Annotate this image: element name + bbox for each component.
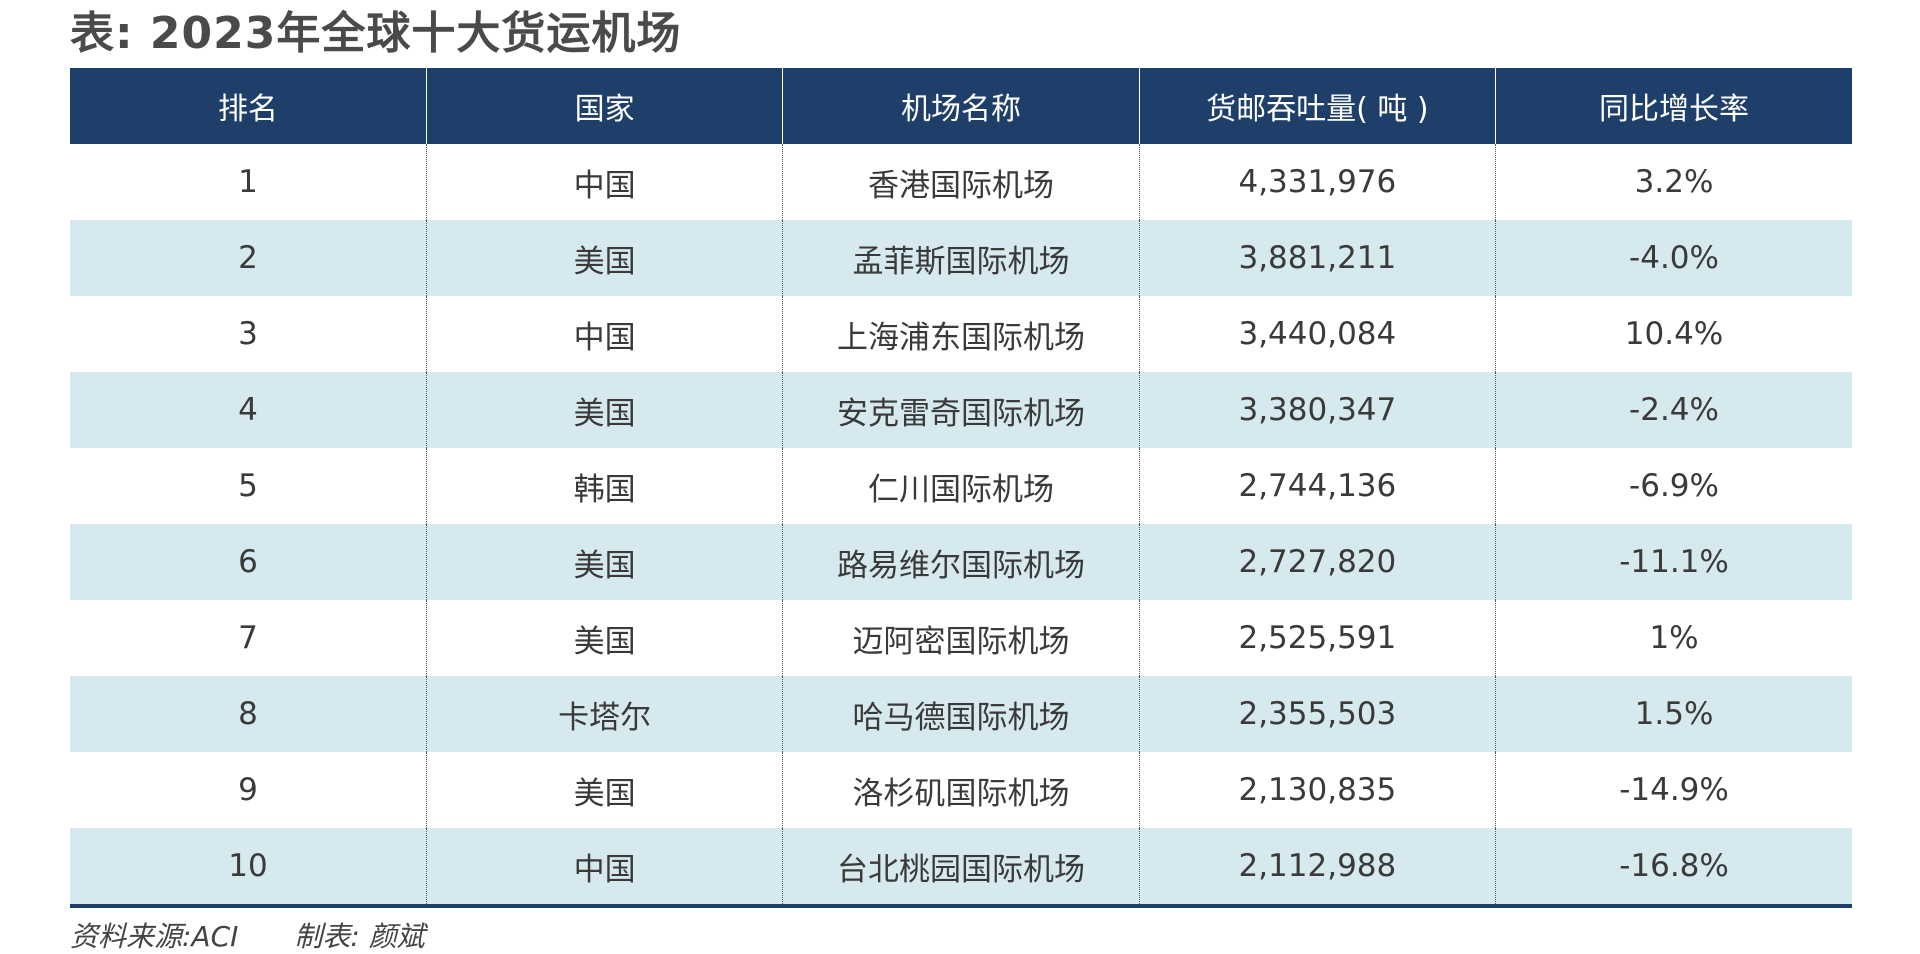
cell-growth-rate: -14.9% xyxy=(1495,752,1852,828)
table-row: 5 韩国 仁川国际机场 2,744,136 -6.9% xyxy=(70,448,1852,524)
cell-rank: 3 xyxy=(238,316,258,352)
cell-country: 中国 xyxy=(425,828,783,908)
header-cargo-volume: 货邮吞吐量( 吨 ) xyxy=(1138,68,1496,144)
cell-cargo-volume: 2,130,835 xyxy=(1138,752,1496,828)
cell-country: 美国 xyxy=(425,752,783,828)
cell-rank: 9 xyxy=(238,772,258,808)
airport-ranking-table: 排名 国家 机场名称 货邮吞吐量( 吨 ) 同比增长率 1 中国 香港国际机场 … xyxy=(70,68,1852,908)
cell-cargo-volume: 2,112,988 xyxy=(1138,828,1496,908)
cell-country: 美国 xyxy=(425,372,783,448)
cell-airport-name: 迈阿密国际机场 xyxy=(782,600,1140,676)
cell-airport-name: 上海浦东国际机场 xyxy=(782,296,1140,372)
table-container: 排名 国家 机场名称 货邮吞吐量( 吨 ) 同比增长率 1 中国 香港国际机场 … xyxy=(70,68,1852,908)
table-row: 9 美国 洛杉矶国际机场 2,130,835 -14.9% xyxy=(70,752,1852,828)
cell-airport-name: 洛杉矶国际机场 xyxy=(782,752,1140,828)
table-row: 10 中国 台北桃园国际机场 2,112,988 -16.8% xyxy=(70,828,1852,908)
cell-growth-rate: -11.1% xyxy=(1495,524,1852,600)
cell-cargo-volume: 2,744,136 xyxy=(1138,448,1496,524)
table-header-row: 排名 国家 机场名称 货邮吞吐量( 吨 ) 同比增长率 xyxy=(70,68,1852,144)
cell-airport-name: 哈马德国际机场 xyxy=(782,676,1140,752)
table-row: 2 美国 孟菲斯国际机场 3,881,211 -4.0% xyxy=(70,220,1852,296)
table-row: 1 中国 香港国际机场 4,331,976 3.2% xyxy=(70,144,1852,220)
cell-cargo-volume: 2,355,503 xyxy=(1138,676,1496,752)
cell-growth-rate: -6.9% xyxy=(1495,448,1852,524)
cell-growth-rate: 1% xyxy=(1495,600,1852,676)
cell-rank: 10 xyxy=(70,828,427,908)
cell-airport-name: 安克雷奇国际机场 xyxy=(782,372,1140,448)
author-note: 制表: 颜斌 xyxy=(294,920,425,953)
cell-rank: 7 xyxy=(238,620,258,656)
cell-rank: 1 xyxy=(238,164,258,200)
table-row: 8 卡塔尔 哈马德国际机场 2,355,503 1.5% xyxy=(70,676,1852,752)
cell-country: 韩国 xyxy=(425,448,783,524)
header-airport-name: 机场名称 xyxy=(782,68,1140,144)
cell-growth-rate: -4.0% xyxy=(1495,220,1852,296)
table-row: 7 美国 迈阿密国际机场 2,525,591 1% xyxy=(70,600,1852,676)
cell-country: 美国 xyxy=(425,220,783,296)
cell-growth-rate: 10.4% xyxy=(1495,296,1852,372)
cell-airport-name: 仁川国际机场 xyxy=(782,448,1140,524)
cell-airport-name: 孟菲斯国际机场 xyxy=(782,220,1140,296)
cell-growth-rate: -16.8% xyxy=(1495,828,1852,908)
table-row: 3 中国 上海浦东国际机场 3,440,084 10.4% xyxy=(70,296,1852,372)
cell-cargo-volume: 2,727,820 xyxy=(1138,524,1496,600)
cell-cargo-volume: 3,440,084 xyxy=(1138,296,1496,372)
cell-cargo-volume: 3,881,211 xyxy=(1138,220,1496,296)
source-note: 资料来源:ACI xyxy=(70,920,239,953)
cell-airport-name: 香港国际机场 xyxy=(782,144,1140,220)
table-footer: 资料来源:ACI 制表: 颜斌 xyxy=(70,920,425,954)
cell-rank: 6 xyxy=(70,524,427,600)
cell-country: 中国 xyxy=(425,296,783,372)
header-country: 国家 xyxy=(425,68,783,144)
header-rank: 排名 xyxy=(70,68,427,144)
cell-country: 美国 xyxy=(425,600,783,676)
cell-rank: 5 xyxy=(238,468,258,504)
cell-airport-name: 台北桃园国际机场 xyxy=(782,828,1140,908)
cell-rank: 8 xyxy=(70,676,427,752)
cell-cargo-volume: 4,331,976 xyxy=(1138,144,1496,220)
table-row: 6 美国 路易维尔国际机场 2,727,820 -11.1% xyxy=(70,524,1852,600)
cell-country: 中国 xyxy=(425,144,783,220)
cell-rank: 2 xyxy=(70,220,427,296)
header-growth-rate: 同比增长率 xyxy=(1495,68,1852,144)
cell-growth-rate: 3.2% xyxy=(1495,144,1852,220)
cell-cargo-volume: 2,525,591 xyxy=(1138,600,1496,676)
cell-country: 美国 xyxy=(425,524,783,600)
table-row: 4 美国 安克雷奇国际机场 3,380,347 -2.4% xyxy=(70,372,1852,448)
cell-country: 卡塔尔 xyxy=(425,676,783,752)
page-title: 表: 2023年全球十大货运机场 xyxy=(70,8,682,59)
cell-rank: 4 xyxy=(70,372,427,448)
cell-cargo-volume: 3,380,347 xyxy=(1138,372,1496,448)
cell-airport-name: 路易维尔国际机场 xyxy=(782,524,1140,600)
cell-growth-rate: 1.5% xyxy=(1495,676,1852,752)
cell-growth-rate: -2.4% xyxy=(1495,372,1852,448)
